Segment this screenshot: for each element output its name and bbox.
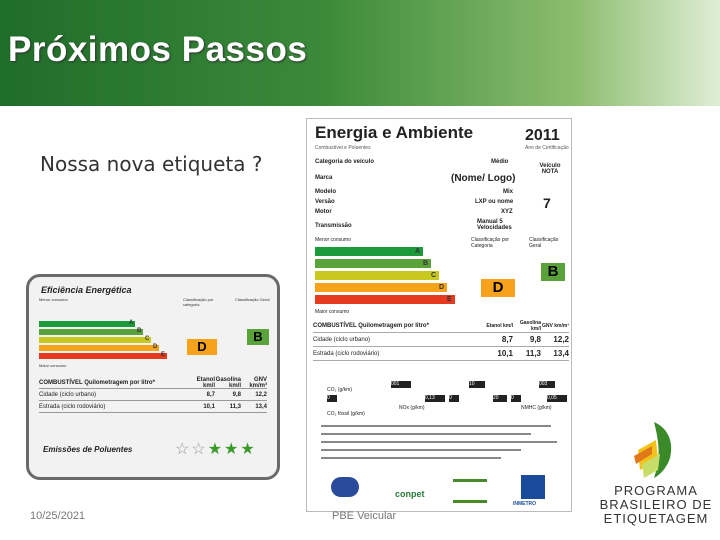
scale-value: 10 [469,381,485,388]
letter-c: C [431,272,437,279]
small-energy-label: Eficiência Energética Menor consumo Clas… [26,274,280,480]
field-transmission: Transmissão [315,223,352,229]
consumption-table: COMBUSTÍVEL Quilometragem por litro* Eta… [39,377,267,413]
pbe-logo-text: PROGRAMA BRASILEIRO DE ETIQUETAGEM [598,484,714,526]
slide-subtitle: Nossa nova etiqueta ? [40,152,263,176]
class-general-label: Classificação Geral [235,297,270,302]
star-empty-icon: ☆ [175,441,192,458]
consumption-table: COMBUSTÍVEL Quilometragem por litro* Eta… [313,319,569,361]
table-row: Estrada (ciclo rodoviário) 10,1 11,3 13,… [39,401,267,413]
value-motor: XYZ [501,209,513,215]
value-version: LXP ou nome [475,199,514,205]
big-energy-label: Energia e Ambiente 2011 Combustível e Po… [306,118,572,512]
scale-value: 0 [511,395,521,402]
label-subtitle: Combustível e Poluentes [315,145,371,151]
bar-class-d [39,345,159,351]
class-general-label: Classificação Geral [529,237,559,249]
class-category-label: Classificação por Categoria [471,237,510,249]
star-filled-icon: ★ [224,441,241,458]
co2-fossil-label: CO₂ fóssil (g/km) [327,411,365,417]
bar-class-b [315,259,431,268]
more-consumption-label: Maior consumo [315,309,350,315]
scale-value: 0 [327,395,337,402]
table-header-row: COMBUSTÍVEL Quilometragem por litro* Eta… [313,319,569,333]
label-title: Energia e Ambiente [315,123,474,142]
title-bar: Próximos Passos [0,0,720,106]
field-model: Modelo [315,189,336,195]
label-year-caption: Ano de Certificação [525,145,569,151]
letter-d: D [153,344,158,350]
programa-logo-icon [453,479,487,503]
pbe-logo-icon [634,422,672,478]
value-brand: (Nome/ Logo) [451,173,516,184]
field-category: Categoria do veículo [315,159,375,165]
inmetro-logo: INMETRO [513,501,537,507]
label-year: 2011 [525,127,560,144]
footer-date: 10/25/2021 [30,510,86,522]
pbe-line-3: ETIQUETAGEM [603,511,709,526]
vehicle-note-value: 7 [543,195,551,211]
table-row: Estrada (ciclo rodoviário) 10,1 11,3 13,… [313,347,569,361]
letter-e: E [447,296,452,303]
value-model: Mix [503,189,514,195]
class-category-badge: D [187,339,217,355]
field-version: Versão [315,199,335,205]
bar-class-d [315,283,447,292]
value-transmission: Manual 5 Velocidades [477,219,512,231]
table-header-row: COMBUSTÍVEL Quilometragem por litro* Eta… [39,376,267,389]
star-filled-icon: ★ [207,441,225,458]
more-consumption-label: Maior consumo [39,363,67,368]
conpet-logo: conpet [395,489,425,499]
letter-b: B [137,328,142,334]
efficiency-title: Eficiência Energética [41,285,132,295]
star-filled-icon: ★ [240,441,257,458]
scale-value: 003 [539,381,555,388]
scale-value: 0,05 [547,395,567,402]
class-category-label: Classificação por categoria [183,297,214,307]
field-motor: Motor [315,209,332,215]
bar-class-e [315,295,455,304]
nmhc-label: NMHC (g/km) [521,405,552,411]
bar-class-c [315,271,439,280]
emission-stars: ☆☆★★★ [175,439,257,459]
fine-print [321,419,561,465]
letter-a: A [129,320,134,326]
letter-d: D [439,284,445,291]
pbe-line-2: BRASILEIRO DE [599,497,713,512]
vehicle-note-label: Veículo NOTA [539,163,561,175]
emissions-title: Emissões de Poluentes [43,445,133,454]
scale-value: 0 [449,395,459,402]
scale-value: 0,13 [425,395,445,402]
less-consumption-label: Menor consumo [39,297,68,302]
co2-label: CO₂ (g/km) [327,387,352,393]
scale-value: 20 [493,395,507,402]
table-row: Cidade (ciclo urbano) 8,7 9,8 12,2 [313,333,569,347]
letter-b: B [423,260,429,267]
table-row: Cidade (ciclo urbano) 8,7 9,8 12,2 [39,389,267,401]
value-category: Médio [491,159,509,165]
field-brand: Marca [315,175,333,181]
page-title: Próximos Passos [8,30,308,69]
star-empty-icon: ☆ [191,441,208,458]
bar-class-b [39,329,143,335]
nox-label: NOx (g/km) [399,405,425,411]
less-consumption-label: Menor consumo [315,237,351,243]
bar-class-c [39,337,151,343]
class-general-badge: B [247,329,269,345]
footer-center: PBE Veicular [332,510,397,522]
letter-e: E [161,352,166,358]
scale-value: 001 [391,381,411,388]
pbe-line-1: PROGRAMA [614,483,698,498]
letter-c: C [145,336,150,342]
class-general-badge: B [541,263,565,281]
letter-a: A [415,248,421,255]
ibama-logo-icon [331,477,359,497]
bar-class-a [39,321,135,327]
class-category-badge: D [481,279,515,297]
inmetro-logo-icon [521,475,545,499]
bar-class-e [39,353,167,359]
bar-class-a [315,247,423,256]
